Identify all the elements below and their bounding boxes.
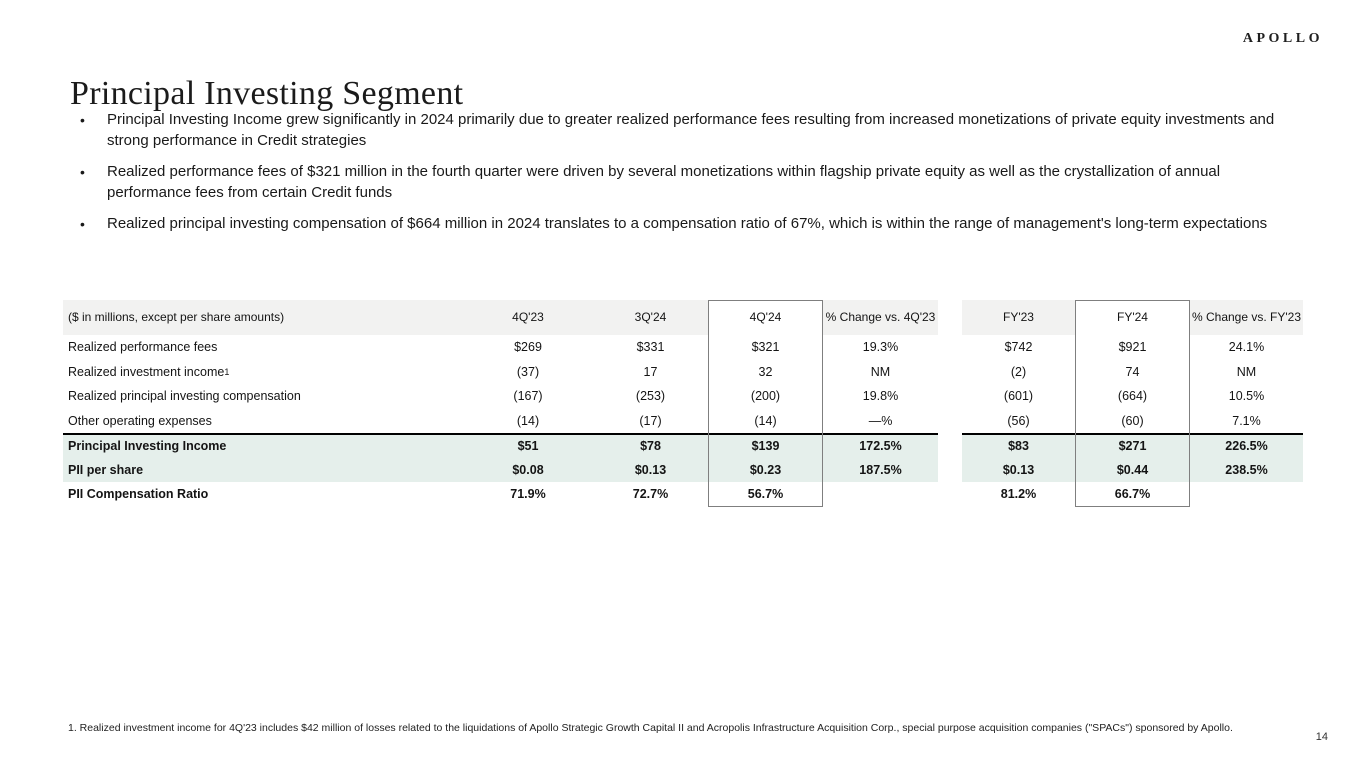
table-cell [823, 482, 938, 507]
table-cell: $321 [751, 340, 780, 355]
table-cell: $139 [708, 433, 823, 458]
table-gap [938, 433, 962, 458]
table-header-col: FY'24 [1075, 300, 1190, 335]
table-cell: (167) [513, 389, 543, 404]
table-cell: 187.5% [823, 457, 938, 482]
table-header-col: % Change vs. 4Q'23 [823, 300, 938, 335]
table-cell: $0.13 [593, 457, 708, 482]
table-row-label: Principal Investing Income [63, 433, 463, 458]
table-cell: 7.1% [1232, 413, 1261, 428]
table-cell: (253) [635, 389, 666, 404]
table-gap [938, 335, 962, 360]
table-gap [938, 300, 962, 335]
table-header-col: % Change vs. FY'23 [1190, 300, 1303, 335]
table-cell: —% [868, 413, 893, 428]
table-cell: NM [1236, 364, 1257, 379]
table-cell: (37) [516, 364, 540, 379]
table-cell: $51 [463, 433, 593, 458]
table-row: Realized performance fees $269 $331 $321 19.… [63, 335, 1303, 360]
table-cell: $271 [1075, 433, 1190, 458]
table-row: PII per share $0.08 $0.13 $0.23 187.5% $0.13 $… [63, 457, 1303, 483]
table-cell: 172.5% [823, 433, 938, 458]
table-cell: (14) [516, 413, 540, 428]
table-cell: $331 [636, 340, 665, 355]
table-row-label: Realized investment income 1 [68, 364, 230, 379]
table-cell: 19.3% [862, 340, 899, 355]
table-gap [938, 409, 962, 434]
table-row-label: Realized performance fees [68, 340, 218, 355]
table-cell: $0.08 [463, 457, 593, 482]
table-gap [938, 458, 962, 483]
table-row-label: Other operating expenses [68, 413, 212, 428]
table-cell: (2) [1010, 364, 1027, 379]
table-cell: $269 [514, 340, 542, 355]
page-number: 14 [1315, 731, 1328, 743]
page-title: Principal Investing Segment [70, 74, 464, 112]
footnote: 1. Realized investment income for 4Q'23 … [68, 722, 1233, 734]
table-header-col: 3Q'24 [593, 300, 708, 335]
table-rows: ($ in millions, except per share amounts… [63, 300, 1303, 507]
table-cell: 56.7% [747, 487, 784, 502]
table-cell: 66.7% [1114, 487, 1151, 502]
table-row: Realized investment income 1 (37) 17 32 NM (2)… [63, 360, 1303, 385]
table-cell: $921 [1118, 340, 1147, 355]
table-gap [938, 360, 962, 385]
table-cell: 71.9% [510, 487, 546, 502]
table-cell: 24.1% [1228, 340, 1265, 355]
table-cell: $0.44 [1075, 457, 1190, 482]
table-cell: (200) [750, 389, 781, 404]
table-header-col: 4Q'23 [463, 300, 593, 335]
table-row-label: PII Compensation Ratio [68, 487, 209, 502]
table-row: Other operating expenses (14) (17) (14) —% (5… [63, 409, 1303, 434]
table-cell: 17 [643, 364, 658, 379]
table-cell: 32 [758, 364, 773, 379]
table-cell: 74 [1125, 364, 1140, 379]
table-cell: (17) [639, 413, 662, 428]
table-cell: NM [870, 364, 891, 379]
table-cell: 19.8% [862, 389, 899, 404]
table-row: PII Compensation Ratio 71.9% 72.7% 56.7% 81.… [63, 482, 1303, 507]
table-row: ($ in millions, except per share amounts… [63, 300, 1303, 335]
table-cell: (14) [754, 413, 777, 428]
table-header-col: 4Q'24 [708, 300, 823, 335]
table-cell [1190, 482, 1303, 507]
table-row: Principal Investing Income $51 $78 $139 172.… [63, 433, 1303, 458]
table-cell: $0.13 [962, 457, 1075, 482]
table-cell: $742 [1004, 340, 1033, 355]
bullet-item: Realized performance fees of $321 millio… [78, 162, 1297, 203]
table-cell: 10.5% [1228, 389, 1265, 404]
bullet-item: Principal Investing Income grew signific… [78, 110, 1297, 151]
table-cell: (56) [1007, 413, 1030, 428]
apollo-logo: APOLLO [1242, 31, 1323, 46]
table-gap [938, 482, 962, 507]
table-cell: $83 [962, 433, 1075, 458]
table-cell: 81.2% [1000, 487, 1037, 502]
financial-table: ($ in millions, except per share amounts… [63, 300, 1303, 507]
table-cell: $0.23 [708, 457, 823, 482]
table-row-label: Realized principal investing compensatio… [68, 389, 301, 404]
table-header-label: ($ in millions, except per share amounts… [63, 300, 463, 335]
table-cell: 72.7% [632, 487, 669, 502]
table-cell: 238.5% [1190, 457, 1303, 482]
bullet-item: Realized principal investing compensatio… [78, 214, 1297, 235]
table-cell: 226.5% [1190, 433, 1303, 458]
bullet-list: Principal Investing Income grew signific… [78, 110, 1303, 246]
table-cell: (60) [1121, 413, 1144, 428]
table-row: Realized principal investing compensatio… [63, 384, 1303, 409]
table-cell: $78 [593, 433, 708, 458]
table-header-col: FY'23 [962, 300, 1075, 335]
table-row-label: PII per share [63, 457, 463, 482]
table-gap [938, 384, 962, 409]
table-cell: (664) [1117, 389, 1148, 404]
table-cell: (601) [1003, 389, 1034, 404]
